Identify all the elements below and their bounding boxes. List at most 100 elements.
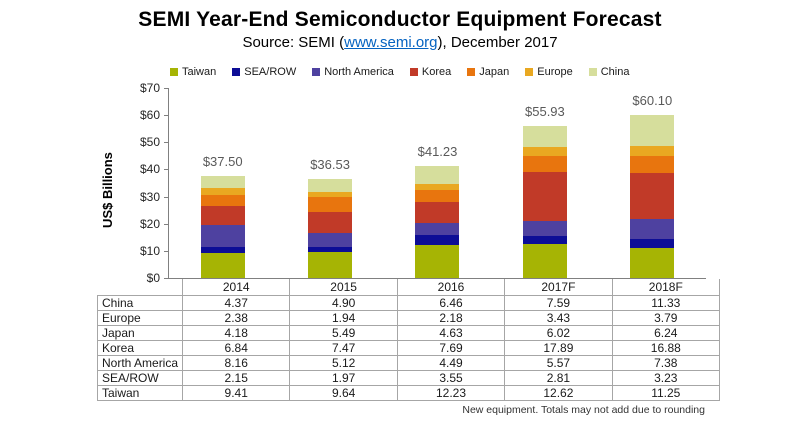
bar-segment-korea [630, 172, 675, 219]
footnote: New equipment. Totals may not add due to… [462, 404, 705, 416]
table-row: Taiwan 9.41 9.64 12.23 12.62 11.25 [96, 384, 720, 401]
bar-segment-north-america [415, 223, 460, 236]
table-row-label: Japan [96, 324, 184, 341]
table-cell: 3.43 [504, 309, 613, 326]
legend-item-korea: Korea [409, 66, 451, 78]
table-col-header: 2014 [182, 279, 291, 296]
stacked-bar-2016 [415, 166, 460, 278]
subtitle-suffix: ), December 2017 [437, 34, 558, 51]
bar-column-2015: $36.53 [276, 88, 383, 278]
bar-segment-japan [200, 194, 245, 207]
legend-label: Europe [537, 66, 573, 78]
table-row: Japan 4.18 5.49 4.63 6.02 6.24 [96, 324, 720, 341]
table-cell: 7.38 [611, 354, 720, 371]
bar-segment-north-america [200, 224, 245, 247]
table-corner-cell [98, 279, 183, 295]
table-cell: 4.37 [182, 294, 291, 311]
table-row: SEA/ROW 2.15 1.97 3.55 2.81 3.23 [96, 369, 720, 386]
table-cell: 5.49 [289, 324, 398, 341]
semi-org-link[interactable]: www.semi.org [344, 34, 438, 51]
bar-total-label: $41.23 [417, 144, 458, 160]
bar-segment-sea-row [200, 246, 245, 253]
bar-segment-europe [200, 188, 245, 195]
legend-swatch-japan [467, 68, 476, 76]
legend-swatch-sea-row [232, 68, 241, 76]
bar-segment-korea [522, 172, 567, 222]
legend-swatch-china [588, 68, 597, 76]
table-header-row: 2014 2015 2016 2017F 2018F [98, 279, 720, 296]
table-cell: 12.62 [504, 384, 613, 401]
stacked-bar-2014 [200, 176, 245, 278]
y-tick-label: $20 [139, 216, 160, 231]
table-cell: 4.90 [289, 294, 398, 311]
table-row-label: Europe [96, 309, 184, 326]
bar-segment-sea-row [522, 236, 567, 244]
legend-swatch-korea [409, 68, 418, 76]
bar-segment-korea [415, 202, 460, 224]
bar-total-label: $55.93 [525, 104, 565, 120]
bar-segment-china [630, 114, 675, 146]
table-cell: 9.41 [182, 384, 291, 401]
legend-item-europe: Europe [525, 66, 573, 78]
table-row-label: SEA/ROW [96, 369, 184, 386]
table-cell: 3.55 [396, 369, 506, 386]
bar-segment-taiwan [200, 252, 245, 278]
bar-segment-china [308, 178, 353, 193]
bar-segment-korea [308, 212, 353, 233]
bar-segment-taiwan [522, 243, 567, 278]
y-tick-label: $30 [139, 189, 160, 204]
bar-segment-north-america [630, 218, 675, 239]
table-cell: 2.18 [396, 309, 506, 326]
bar-segment-japan [522, 156, 567, 173]
chart-subtitle: Source: SEMI (www.semi.org), December 20… [0, 34, 800, 51]
legend-label: SEA/ROW [244, 66, 297, 78]
y-tick-label: $10 [139, 243, 160, 258]
bar-segment-europe [415, 183, 460, 190]
table-cell: 2.81 [504, 369, 613, 386]
bar-segment-japan [415, 189, 460, 203]
stacked-bar-2018f [630, 114, 675, 278]
table-cell: 3.79 [611, 309, 720, 326]
table-cell: 8.16 [182, 354, 291, 371]
plot-area: $37.50 $36.53 $41.23 $55.93 $60.10 [168, 88, 706, 279]
table-row: Europe 2.38 1.94 2.18 3.43 3.79 [96, 309, 720, 326]
bar-segment-china [522, 126, 567, 147]
y-tick-label: $60 [139, 108, 160, 123]
bar-segment-europe [522, 146, 567, 157]
legend-swatch-north-america [312, 68, 321, 76]
legend-label: China [600, 66, 630, 78]
y-tick-label: $70 [139, 81, 160, 95]
bar-column-2014: $37.50 [169, 88, 276, 278]
bar-segment-japan [630, 156, 675, 173]
table-cell: 16.88 [611, 339, 720, 356]
table-cell: 3.23 [611, 369, 720, 386]
table-cell: 1.94 [289, 309, 398, 326]
bar-column-2018f: $60.10 [599, 88, 706, 278]
table-cell: 6.84 [182, 339, 291, 356]
bar-segment-korea [200, 206, 245, 225]
table-col-header: 2017F [504, 279, 613, 296]
bar-total-label: $36.53 [310, 156, 350, 172]
table-cell: 6.46 [396, 294, 506, 311]
table-row-label: China [96, 294, 184, 311]
table-row: Korea 6.84 7.47 7.69 17.89 16.88 [96, 339, 720, 356]
bar-total-label: $60.10 [632, 92, 673, 108]
legend-item-china: China [588, 66, 630, 78]
table-cell: 11.25 [611, 384, 720, 401]
page-title: SEMI Year-End Semiconductor Equipment Fo… [138, 8, 662, 31]
bar-segment-taiwan [415, 244, 460, 278]
bar-segment-sea-row [415, 235, 460, 245]
legend: Taiwan SEA/ROW North America Korea Japan Euro… [170, 66, 730, 78]
bar-column-2017f: $55.93 [491, 88, 598, 278]
table-cell: 2.15 [182, 369, 291, 386]
stacked-bar-2015 [308, 178, 353, 278]
table-col-header: 2018F [611, 279, 720, 296]
table-cell: 1.97 [289, 369, 398, 386]
bar-segment-europe [630, 145, 675, 157]
table-cell: 4.63 [396, 324, 506, 341]
y-tick-label: $50 [139, 135, 160, 150]
legend-item-taiwan: Taiwan [170, 66, 216, 78]
legend-swatch-europe [525, 68, 534, 76]
bar-segment-europe [308, 192, 353, 198]
